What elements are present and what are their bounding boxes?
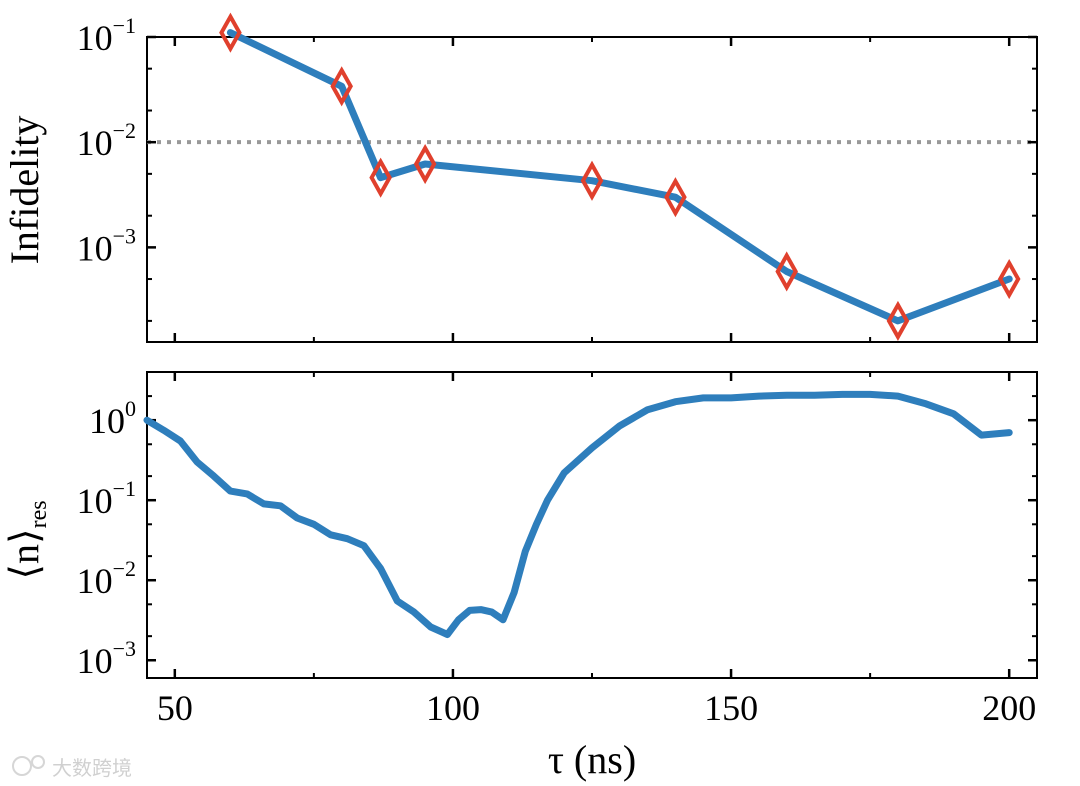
infidelity-data-point-center — [422, 161, 428, 167]
x-tick-label: 200 — [982, 688, 1036, 728]
y-tick-label-base: 10 — [77, 561, 113, 601]
y-tick-label: 10−2 — [77, 556, 136, 601]
watermark-logo-icon — [12, 756, 32, 776]
infidelity-data-point — [886, 300, 910, 341]
infidelity-data-point-center — [895, 318, 901, 324]
infidelity-data-point-center — [589, 178, 595, 184]
y-tick-label-exponent: −1 — [113, 476, 136, 501]
photon-number-series-line — [143, 390, 1013, 638]
infidelity-data-point-center — [339, 83, 345, 89]
y-tick-label-base: 10 — [77, 641, 113, 681]
x-tick-label: 150 — [704, 688, 758, 728]
infidelity-series-line — [226, 29, 1013, 325]
tau-axis-label: τ (ns) — [548, 737, 636, 782]
infidelity-data-point — [580, 160, 604, 201]
y-tick-label-base: 10 — [77, 228, 113, 268]
infidelity-data-point-center — [784, 268, 790, 274]
infidelity-data-point — [330, 66, 353, 107]
infidelity-data-point-center — [227, 30, 233, 36]
y-tick-label-exponent: −3 — [113, 223, 136, 248]
y-tick-label-exponent: −3 — [113, 636, 136, 661]
infidelity-data-point — [997, 258, 1021, 300]
photon-number-axis-label: ⟨n⟩res — [2, 500, 52, 579]
infidelity-data-point — [664, 177, 687, 218]
y-tick-label-base: 10 — [89, 401, 125, 441]
resonator-photon-plot-frame — [146, 371, 1038, 679]
y-tick-label-exponent: 0 — [125, 396, 136, 421]
infidelity-data-point-center — [672, 194, 678, 200]
x-tick-label: 50 — [157, 688, 193, 728]
y-tick-label: 10−3 — [77, 636, 136, 681]
y-tick-label-exponent: −2 — [113, 556, 136, 581]
infidelity-data-point — [413, 143, 437, 185]
infidelity-axis-label: Infidelity — [2, 116, 47, 265]
infidelity-panel: 10−110−210−3 Infidelity — [2, 12, 1038, 343]
y-tick-label: 100 — [89, 396, 136, 441]
photon-number-axis-label-main: ⟨n⟩ — [2, 528, 47, 579]
y-tick-label-exponent: −1 — [113, 13, 136, 38]
y-tick-label-base: 10 — [77, 123, 113, 163]
infidelity-data-point — [219, 12, 242, 53]
y-tick-label-base: 10 — [77, 481, 113, 521]
infidelity-plot-frame — [146, 36, 1038, 343]
y-tick-label-base: 10 — [77, 18, 113, 58]
photon-number-axis-label-sub: res — [26, 500, 52, 528]
watermark-text: 大数跨境 — [52, 756, 132, 780]
y-tick-label-exponent: −2 — [113, 118, 136, 143]
infidelity-data-point — [775, 251, 798, 292]
watermark: 大数跨境 — [12, 755, 132, 780]
y-tick-label: 10−1 — [77, 476, 136, 521]
infidelity-data-point — [369, 157, 392, 198]
infidelity-data-point-center — [378, 175, 384, 181]
y-tick-label: 10−2 — [77, 118, 136, 163]
watermark-logo-icon-small — [31, 755, 45, 769]
y-tick-label: 10−1 — [77, 13, 136, 58]
infidelity-data-point-center — [1006, 276, 1012, 282]
x-tick-label: 100 — [426, 688, 480, 728]
y-tick-label: 10−3 — [77, 223, 136, 268]
